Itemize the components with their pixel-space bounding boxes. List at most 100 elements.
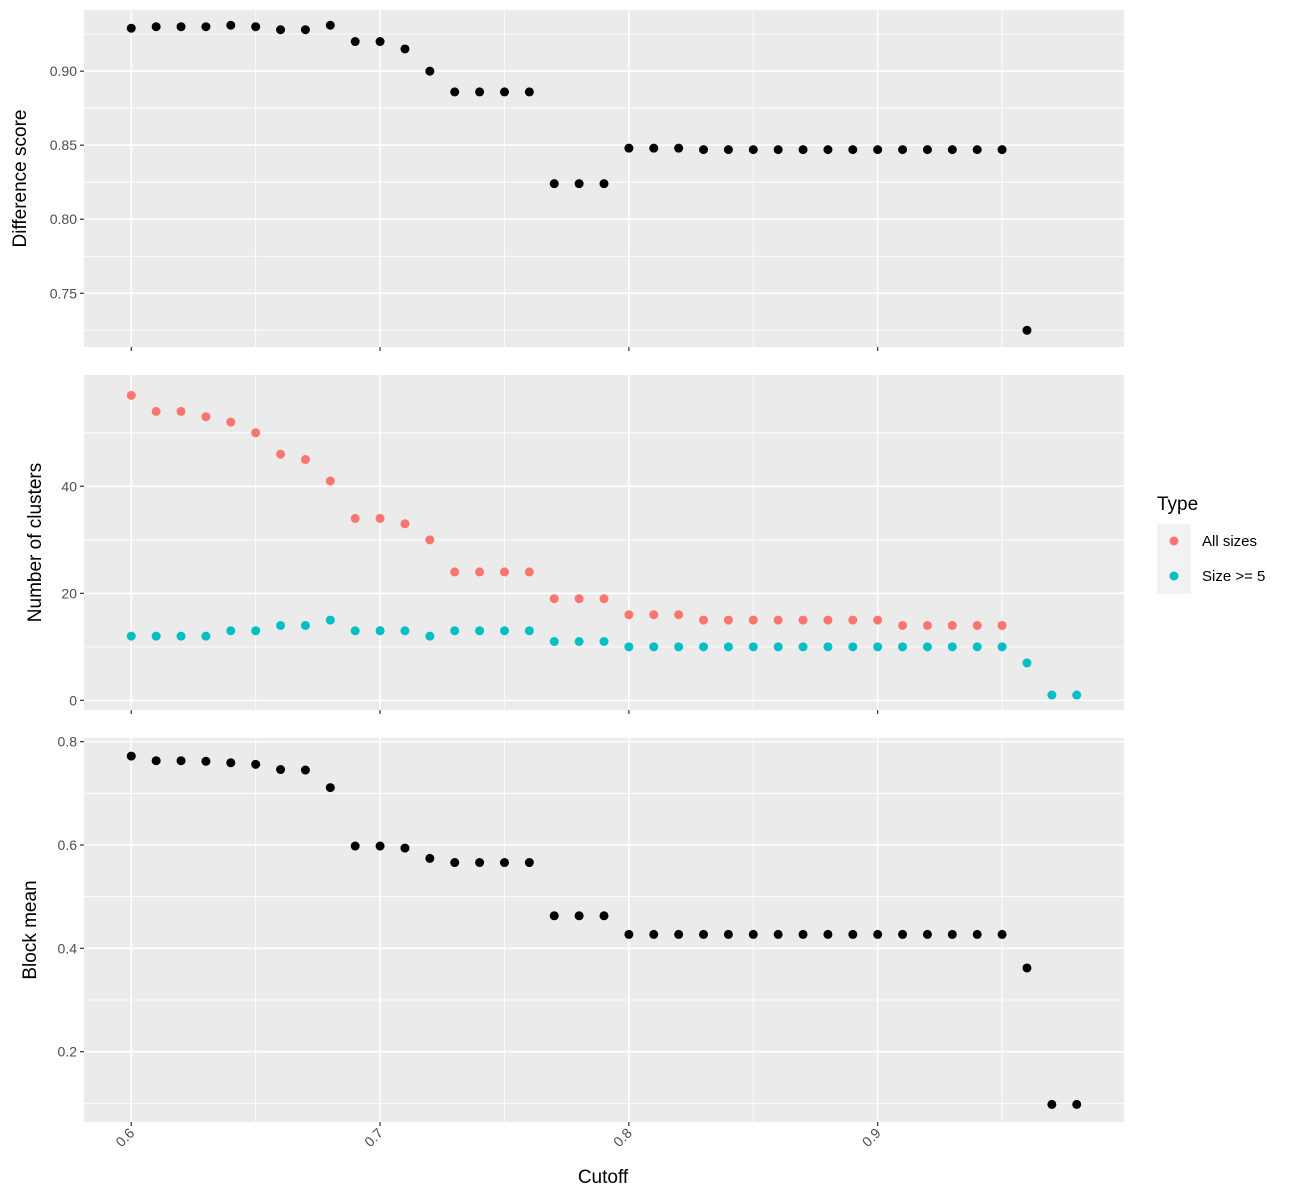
data-point	[1047, 690, 1057, 700]
y-tick-label: 0	[69, 692, 77, 708]
data-point	[947, 620, 957, 630]
data-point	[873, 615, 883, 625]
data-point	[524, 858, 534, 868]
data-point	[873, 642, 883, 652]
data-point	[375, 626, 385, 636]
data-point	[748, 145, 758, 155]
data-point	[400, 843, 410, 853]
data-point	[922, 929, 932, 939]
legend-key	[1169, 571, 1179, 581]
data-point	[400, 44, 410, 54]
data-point	[126, 390, 136, 400]
data-point	[375, 37, 385, 47]
data-point	[947, 642, 957, 652]
data-point	[972, 642, 982, 652]
data-point	[201, 22, 211, 32]
data-point	[674, 642, 684, 652]
data-point	[176, 631, 186, 641]
data-point	[898, 145, 908, 155]
data-point	[574, 911, 584, 921]
data-point	[325, 20, 335, 30]
panel-2: 0 20 40 Number of clusters	[25, 375, 1124, 714]
data-point	[723, 615, 733, 625]
data-point	[499, 626, 509, 636]
data-point	[649, 929, 659, 939]
data-point	[524, 87, 534, 97]
data-point	[126, 631, 136, 641]
data-point	[251, 428, 261, 438]
x-tick-label: 0.7	[361, 1125, 386, 1150]
data-point	[574, 637, 584, 647]
data-point	[624, 642, 634, 652]
legend-label: Size >= 5	[1202, 568, 1265, 585]
data-point	[922, 642, 932, 652]
y-tick-label: 0.6	[58, 837, 78, 853]
data-point	[475, 858, 485, 868]
data-point	[823, 929, 833, 939]
y-tick-label: 0.8	[58, 734, 78, 750]
data-point	[699, 615, 709, 625]
data-point	[922, 145, 932, 155]
data-point	[823, 615, 833, 625]
data-point	[624, 610, 634, 620]
data-point	[499, 87, 509, 97]
data-point	[251, 759, 261, 769]
data-point	[201, 756, 211, 766]
data-point	[201, 412, 211, 422]
data-point	[549, 911, 559, 921]
y-tick-label: 0.2	[58, 1044, 78, 1060]
data-point	[400, 626, 410, 636]
data-point	[997, 145, 1007, 155]
data-point	[524, 567, 534, 577]
data-point	[723, 642, 733, 652]
chart-panels: 0.75 0.80 0.85 0.90 Difference score 0 20 40 Num…	[10, 10, 1124, 1150]
data-point	[624, 929, 634, 939]
data-point	[649, 610, 659, 620]
data-point	[898, 929, 908, 939]
data-point	[375, 513, 385, 523]
panel-background	[84, 375, 1124, 710]
data-point	[226, 758, 236, 768]
data-point	[300, 620, 310, 630]
series-2	[126, 615, 1082, 700]
data-point	[276, 449, 286, 459]
data-point	[251, 22, 261, 32]
legend-key-background	[1157, 524, 1191, 594]
data-point	[699, 929, 709, 939]
data-point	[898, 642, 908, 652]
data-point	[126, 23, 136, 33]
data-point	[1022, 325, 1032, 335]
data-point	[400, 519, 410, 529]
legend-key	[1169, 536, 1179, 546]
data-point	[823, 145, 833, 155]
data-point	[276, 765, 286, 775]
data-point	[748, 929, 758, 939]
data-point	[151, 631, 161, 641]
data-point	[549, 179, 559, 189]
data-point	[599, 594, 609, 604]
data-point	[798, 615, 808, 625]
data-point	[1022, 963, 1032, 973]
data-point	[499, 567, 509, 577]
data-point	[350, 626, 360, 636]
data-point	[475, 626, 485, 636]
data-point	[773, 615, 783, 625]
data-point	[226, 20, 236, 30]
data-point	[773, 145, 783, 155]
data-point	[574, 179, 584, 189]
data-point	[649, 642, 659, 652]
data-point	[574, 594, 584, 604]
data-point	[748, 642, 758, 652]
data-point	[524, 626, 534, 636]
data-point	[300, 765, 310, 775]
data-point	[176, 756, 186, 766]
series-1	[126, 751, 1082, 1109]
data-point	[549, 637, 559, 647]
data-point	[848, 615, 858, 625]
data-point	[599, 179, 609, 189]
data-point	[798, 642, 808, 652]
data-point	[674, 610, 684, 620]
data-point	[549, 594, 559, 604]
data-point	[773, 642, 783, 652]
data-point	[997, 929, 1007, 939]
